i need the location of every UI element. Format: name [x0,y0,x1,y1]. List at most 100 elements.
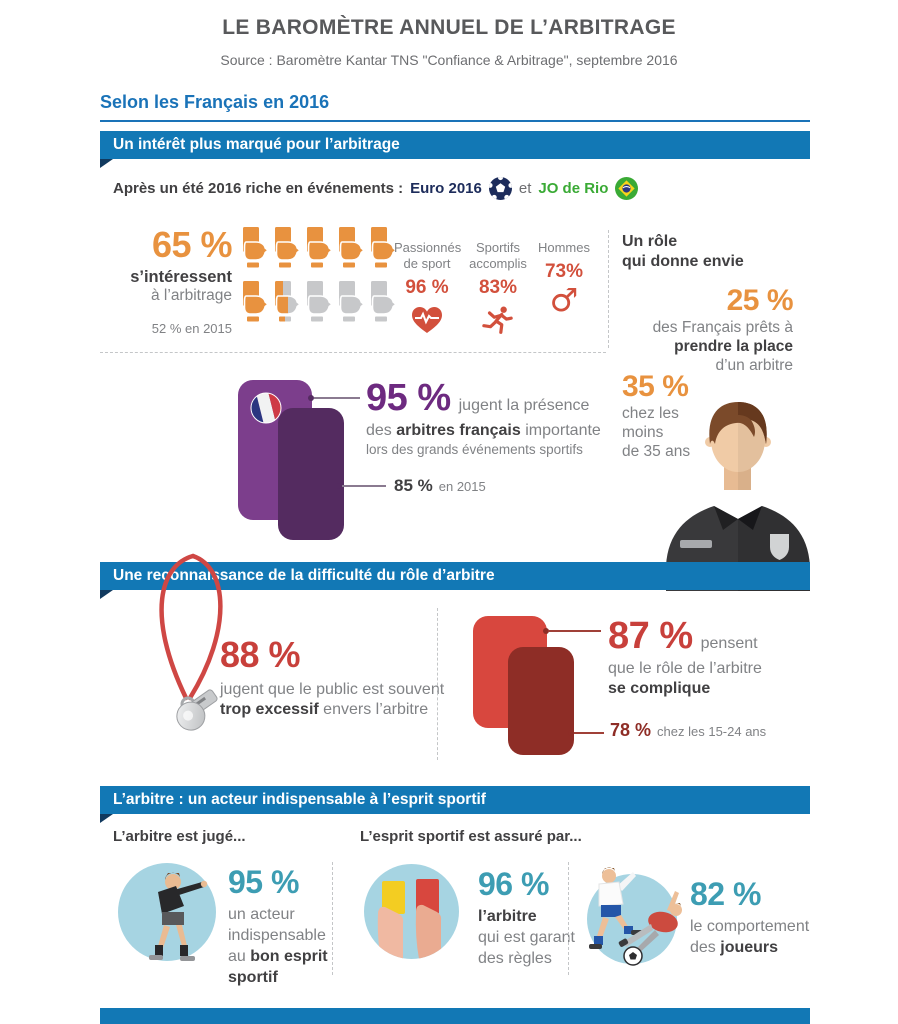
judged-line3-pre: au [228,948,246,965]
judged-line1: un acteur [228,906,295,923]
connector-line [342,485,386,487]
connector-dot [543,628,549,634]
profile-value: 73% [544,261,584,282]
french-line2-pre: des [366,422,392,439]
judged-line2: indispensable [228,927,326,944]
profile-label: de sport [403,256,451,271]
behaviour-line1: le comportement [690,918,810,935]
complicated-suffix: pensent [700,635,758,652]
event-euro-label: Euro 2016 [410,179,482,197]
behaviour-line2-bold: joueurs [720,939,779,956]
stat-35-value: 35 % [622,370,689,403]
players-tackle-illustration [589,867,682,966]
male-icon: ♂ [549,281,579,319]
excessive-line2-rest: envers l’arbitre [323,701,429,718]
profile-value: 83% [478,277,518,298]
connector-line [314,397,360,399]
card-hand-icon [272,281,300,327]
connector-dot [308,395,314,401]
stat-25-line3: d’un arbitre [715,357,793,374]
event-rio-label: JO de Rio [538,179,609,197]
whistle-illustration [159,553,223,731]
section1-banner: Un intérêt plus marqué pour l’arbitrage [100,131,810,159]
profile-sport-fans: Passionnés de sport 96 % [394,240,462,342]
french-line2-post: importante [525,422,601,439]
source-line: Source : Baromètre Kantar TNS "Confiance… [220,52,678,68]
profile-label: Sportifs [475,240,521,255]
pointing-referee-illustration [149,872,208,961]
brazil-flag-icon [615,176,639,200]
dashed-divider [568,862,569,975]
role-stat-25: 25 % des Français prêts à prendre la pla… [620,284,794,375]
stat-25-value: 25 % [726,284,794,317]
intro-right: L’esprit sportif est assuré par... [360,828,582,845]
guarantor-value: 96 % [478,866,549,902]
guarantor-stat: 96 % l’arbitre qui est garant des règles [478,866,575,969]
guarantor-line1: l’arbitre [478,908,537,925]
french-previous-suffix: en 2015 [438,479,486,494]
stat-35-line1: chez les [622,405,679,422]
complicated-line2: que le rôle de l’arbitre [608,660,762,677]
french-value: 95 % [366,377,451,419]
card-hand-icon [368,227,396,273]
dashed-divider [332,862,333,975]
soccer-ball-icon [488,176,512,200]
connector-line [574,732,604,734]
dashed-divider [100,352,606,353]
stat-35-line3: de 35 ans [622,443,691,460]
judged-line4: sportif [228,969,278,986]
role-title-line1: Un rôle [622,233,678,250]
connector-line [549,630,601,632]
profile-men: Hommes 73% ♂ [536,240,592,342]
french-previous-stat: 85 % en 2015 [394,476,486,496]
french-previous-value: 85 % [394,476,433,495]
card-hand-icon [272,227,300,273]
excessive-stat: 88 % jugent que le public est souvent tr… [220,634,444,720]
role-title-line2: qui donne envie [622,253,744,270]
section3-banner: L’arbitre : un acteur indispensable à l’… [100,786,810,814]
judged-line3-bold: bon esprit [250,948,328,965]
card-hand-icon [304,227,332,273]
complicated-stat: 87 % pensent que le rôle de l’arbitre se… [608,615,848,699]
guarantor-line3: des règles [478,950,552,967]
connector-dot [336,483,342,489]
stat-35-line2: moins [622,424,664,441]
interest-line2: à l’arbitrage [151,287,232,304]
card-hand-icon [336,281,364,327]
runner-icon [482,306,513,334]
complicated-sub-text: chez les 15-24 ans [657,724,767,739]
behaviour-value: 82 % [690,876,761,912]
purple-card-back [278,408,344,540]
dashed-divider [608,230,609,348]
french-suffix: jugent la présence [458,397,590,414]
connector-dot [568,730,574,736]
judged-stat: 95 % un acteur indispensable au bon espr… [228,864,328,988]
profile-label: Passionnés [394,240,462,255]
card-hand-icon [240,281,268,327]
profile-value: 96 % [405,277,449,298]
hands-cards-illustration [377,879,442,959]
french-referees-stat: 95 % jugent la présence des arbitres fra… [366,377,626,457]
french-line2-bold: arbitres français [396,422,521,439]
interest-value: 65 % [151,224,233,265]
events-line: Après un été 2016 riche en événements : … [113,176,639,200]
french-flag-icon [250,392,282,424]
profile-label: Hommes [537,240,590,255]
excessive-line1: jugent que le public est souvent [220,681,445,698]
interest-previous: 52 % en 2015 [151,321,232,336]
intro-heading-underline [100,120,810,122]
card-hand-icon [336,227,364,273]
french-line3: lors des grands événements sportifs [366,442,583,457]
card-hand-icon [304,281,332,327]
profiles-block: Passionnés de sport 96 % Sportifs accomp… [394,240,592,342]
dashed-divider [437,608,438,760]
events-and: et [518,179,532,197]
stat-25-line1: des Français prêts à [652,319,793,336]
behaviour-stat: 82 % le comportement des joueurs [690,876,809,958]
events-prefix: Après un été 2016 riche en événements : [113,179,404,197]
excessive-line2-bold: trop excessif [220,701,319,718]
role-stat-35: 35 % chez les moins de 35 ans [622,370,690,461]
excessive-value: 88 % [220,634,301,675]
page-title: LE BAROMÈTRE ANNUEL DE L’ARBITRAGE [222,16,676,39]
